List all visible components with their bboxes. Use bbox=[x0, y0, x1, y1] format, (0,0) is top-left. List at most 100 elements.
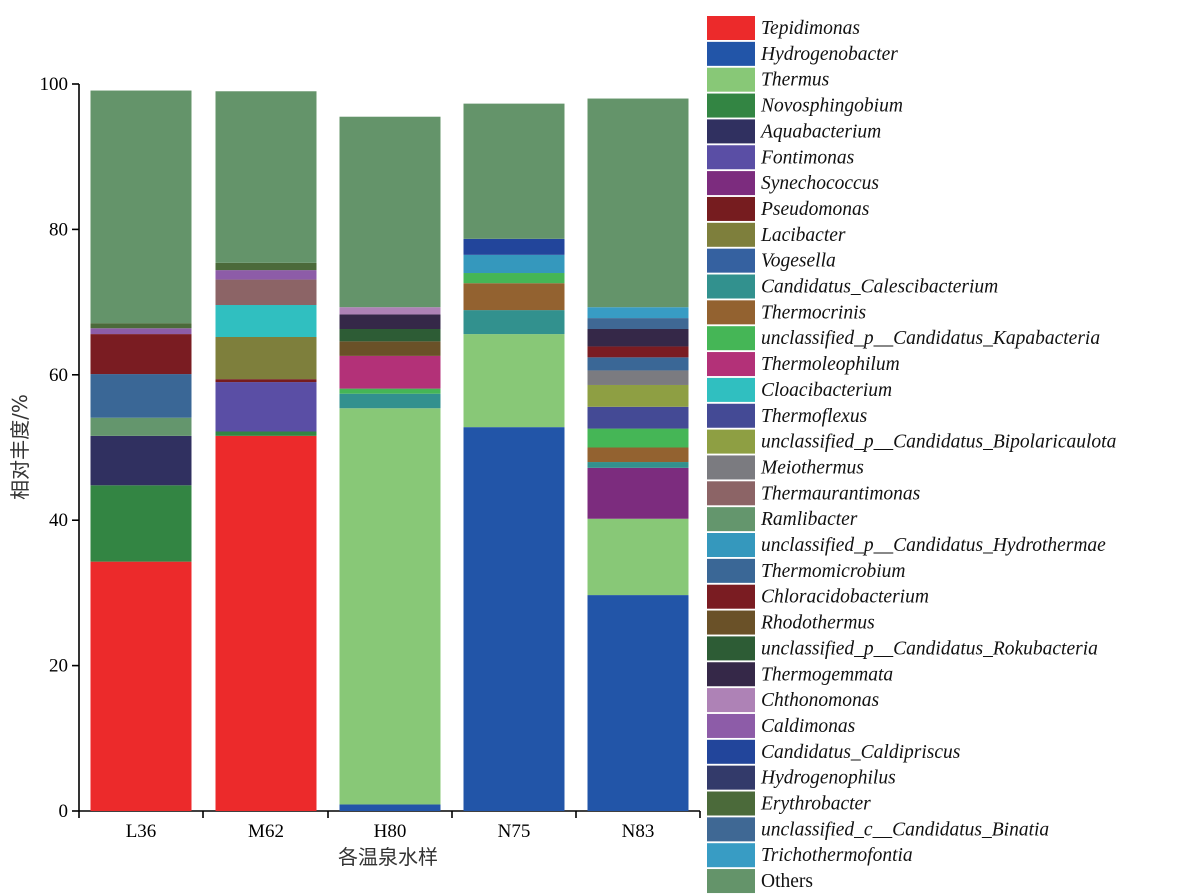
legend-label: Hydrogenobacter bbox=[760, 44, 898, 65]
legend-swatch bbox=[707, 274, 755, 299]
legend-label: Thermogemmata bbox=[761, 664, 893, 685]
bar-segment bbox=[587, 428, 689, 448]
bar-segment bbox=[90, 374, 192, 418]
legend-swatch bbox=[707, 326, 755, 351]
legend-swatch bbox=[707, 688, 755, 713]
legend-label: Meiothermus bbox=[760, 457, 864, 478]
bar-segment bbox=[90, 328, 192, 335]
bars bbox=[90, 90, 689, 811]
legend-label: Lacibacter bbox=[760, 225, 846, 246]
bar-segment bbox=[587, 384, 689, 407]
legend-label: Thermoflexus bbox=[761, 406, 867, 427]
bar-segment bbox=[215, 305, 317, 337]
legend-label: Thermaurantimonas bbox=[761, 483, 920, 504]
y-axis: 0 20 40 60 80 100 bbox=[40, 74, 80, 822]
legend-swatch bbox=[707, 429, 755, 454]
bar-segment bbox=[587, 346, 689, 358]
bar-segment bbox=[463, 238, 565, 255]
legend-label: Cloacibacterium bbox=[761, 380, 892, 401]
legend-label: Pseudomonas bbox=[760, 199, 869, 220]
bar-segment bbox=[339, 341, 441, 356]
bar-segment bbox=[90, 323, 192, 329]
legend-label: Thermomicrobium bbox=[761, 561, 905, 582]
x-tick-label: H80 bbox=[374, 821, 407, 842]
legend-swatch bbox=[707, 843, 755, 868]
legend-swatch bbox=[707, 713, 755, 738]
bar-segment bbox=[463, 254, 565, 274]
legend-swatch bbox=[707, 791, 755, 816]
legend-label: Chloracidobacterium bbox=[761, 587, 929, 608]
legend-label: Candidatus_Caldipriscus bbox=[761, 742, 960, 763]
bar-segment bbox=[463, 283, 565, 311]
x-tick-label: N75 bbox=[498, 821, 531, 842]
legend-label: Others bbox=[761, 871, 813, 892]
bar-segment bbox=[587, 406, 689, 429]
bar-segment bbox=[463, 103, 565, 239]
legend-swatch bbox=[707, 403, 755, 428]
legend-label: Trichothermofontia bbox=[761, 845, 913, 866]
legend-swatch bbox=[707, 16, 755, 40]
legend-label: unclassified_c__Candidatus_Binatia bbox=[761, 819, 1049, 840]
legend-label: Thermocrinis bbox=[761, 302, 866, 323]
legend-swatch bbox=[707, 533, 755, 557]
bar-segment bbox=[587, 307, 689, 319]
bar-segment bbox=[587, 357, 689, 371]
bar-segment bbox=[90, 90, 192, 324]
legend-label: Thermus bbox=[761, 70, 829, 91]
legend-label: Tepidimonas bbox=[761, 18, 860, 39]
legend-label: Caldimonas bbox=[761, 716, 855, 737]
bar-segment bbox=[463, 310, 565, 335]
legend-swatch bbox=[707, 455, 755, 480]
bar-segment bbox=[215, 279, 317, 306]
y-tick-label: 20 bbox=[49, 656, 68, 677]
legend-swatch bbox=[707, 765, 755, 790]
legend-label: Novosphingobium bbox=[760, 96, 903, 117]
bar-segment bbox=[587, 462, 689, 468]
legend-swatch bbox=[707, 67, 755, 92]
legend-swatch bbox=[707, 662, 755, 687]
legend-swatch bbox=[707, 739, 755, 764]
legend-swatch bbox=[707, 377, 755, 402]
bar-segment bbox=[215, 91, 317, 263]
legend-swatch bbox=[707, 507, 755, 532]
legend-label: Synechococcus bbox=[761, 173, 879, 194]
bar-segment bbox=[90, 485, 192, 562]
legend: Tepidimonas Hydrogenobacter Thermus Novosph… bbox=[707, 16, 1117, 894]
legend-swatch bbox=[707, 196, 755, 221]
x-axis-title: 各温泉水样 bbox=[338, 845, 438, 869]
legend-label: Chthonomonas bbox=[761, 690, 879, 711]
legend-swatch bbox=[707, 817, 755, 842]
y-tick-label: 80 bbox=[49, 219, 68, 240]
bar-segment bbox=[215, 336, 317, 380]
y-tick-label: 40 bbox=[49, 510, 68, 531]
y-axis-title: 相对丰度/% bbox=[8, 394, 32, 500]
bar-segment bbox=[215, 379, 317, 383]
legend-label: Fontimonas bbox=[760, 147, 854, 168]
bar-segment bbox=[463, 427, 565, 811]
legend-swatch bbox=[707, 93, 755, 118]
legend-swatch bbox=[707, 584, 755, 609]
legend-swatch bbox=[707, 869, 755, 894]
x-tick-label: L36 bbox=[126, 821, 157, 842]
bar-segment bbox=[339, 355, 441, 389]
legend-label: Thermoleophilum bbox=[761, 354, 900, 375]
bar-segment bbox=[339, 307, 441, 315]
bar-segment bbox=[339, 388, 441, 394]
bar-segment bbox=[587, 318, 689, 329]
bar-segment bbox=[587, 518, 689, 596]
legend-label: unclassified_p__Candidatus_Bipolaricaulo… bbox=[761, 432, 1117, 453]
y-tick-label: 0 bbox=[59, 801, 69, 822]
bar-segment bbox=[215, 431, 317, 436]
legend-label: unclassified_p__Candidatus_Rokubacteria bbox=[761, 638, 1098, 659]
legend-label: Erythrobacter bbox=[760, 794, 871, 815]
legend-label: unclassified_p__Candidatus_Hydrothermae bbox=[761, 535, 1106, 556]
bar-segment bbox=[90, 334, 192, 375]
bar-segment bbox=[339, 314, 441, 329]
legend-label: Aquabacterium bbox=[759, 121, 881, 142]
bar-segment bbox=[587, 467, 689, 519]
bar-segment bbox=[215, 270, 317, 280]
legend-swatch bbox=[707, 41, 755, 66]
legend-swatch bbox=[707, 300, 755, 325]
bar-segment bbox=[339, 393, 441, 409]
